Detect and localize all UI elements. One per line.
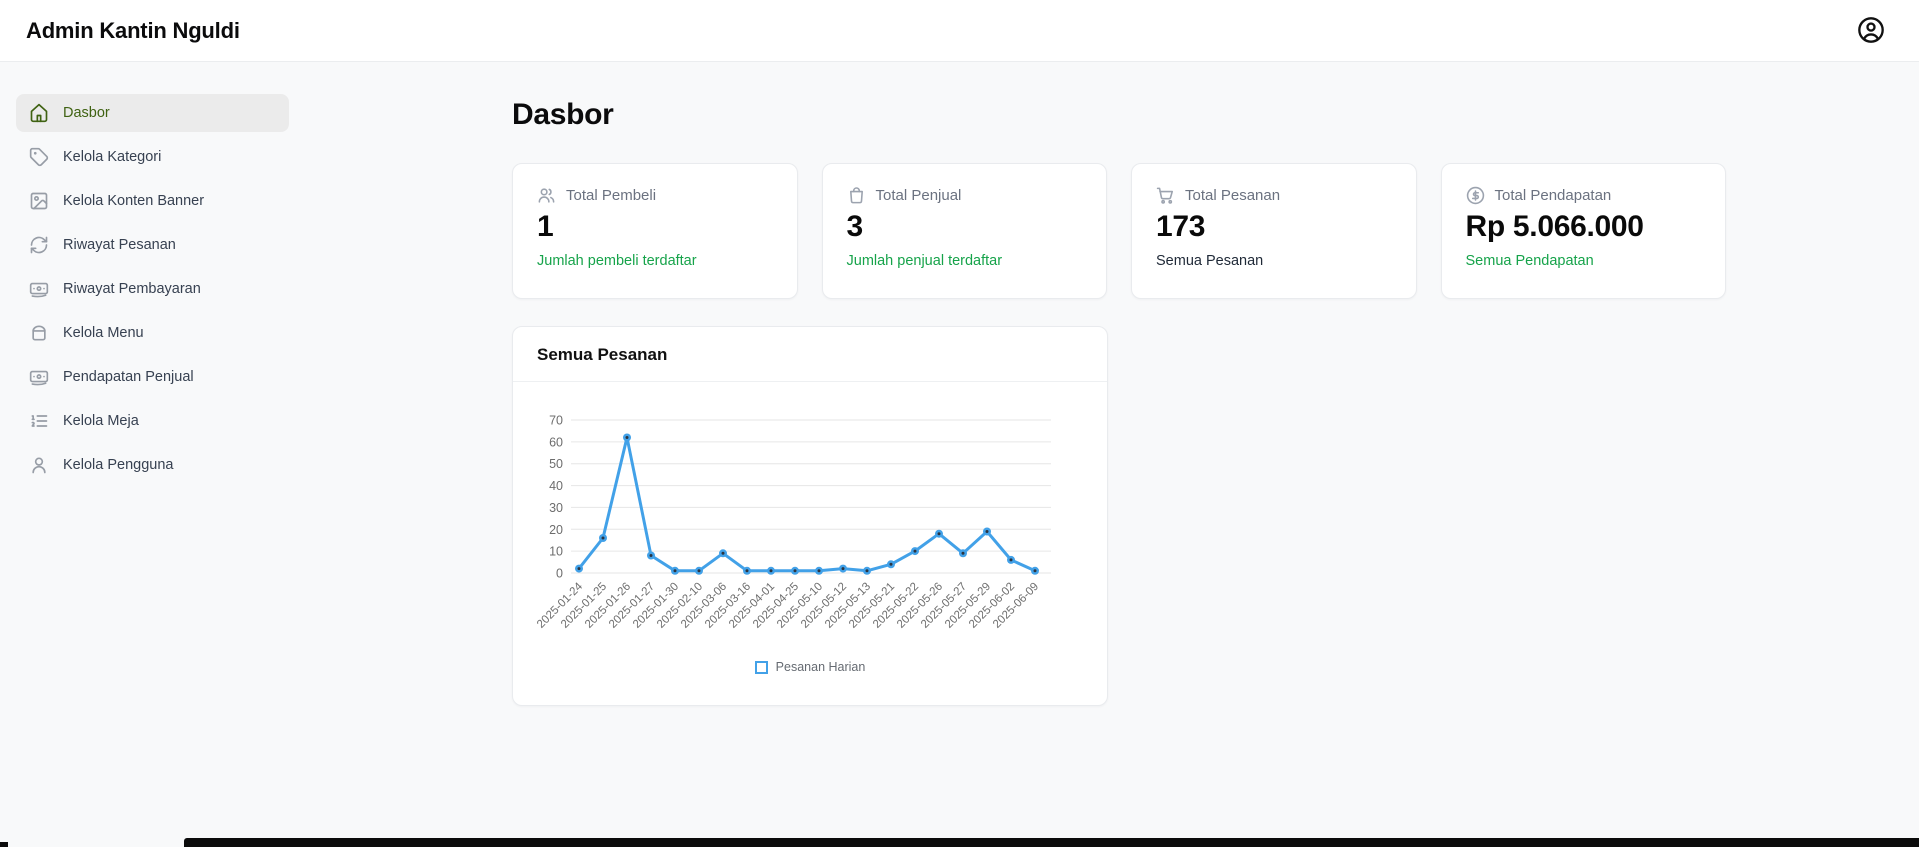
svg-text:50: 50 — [549, 457, 563, 471]
sidebar-item-kelola-konten-banner[interactable]: Kelola Konten Banner — [16, 182, 289, 220]
image-icon — [30, 192, 48, 210]
sidebar-item-label: Kelola Menu — [63, 325, 144, 341]
stat-card-label: Total Pendapatan — [1494, 187, 1612, 204]
stat-card-header: Total Pembeli — [537, 186, 773, 205]
app-header: Admin Kantin Nguldi — [0, 0, 1919, 62]
sidebar-item-label: Kelola Konten Banner — [63, 193, 205, 209]
stat-card-label: Total Pesanan — [1185, 187, 1281, 204]
sidebar-item-kelola-kategori[interactable]: Kelola Kategori — [16, 138, 289, 176]
stat-card-value: Rp 5.066.000 — [1465, 210, 1644, 243]
banknote-icon — [29, 370, 49, 386]
bottom-edge-bar — [184, 838, 1919, 847]
svg-text:10: 10 — [549, 545, 563, 559]
user-account-button[interactable] — [1856, 16, 1886, 46]
page-title: Dasbor — [512, 98, 614, 131]
chart-body: 0 10 20 30 40 50 60 70 2025-01-24 2025-01-25 2025-… — [513, 382, 1107, 674]
legend-label: Pesanan Harian — [775, 660, 866, 674]
users-icon — [538, 188, 555, 203]
chart-card-header: Semua Pesanan — [513, 327, 1107, 382]
stat-card-total-penjual: Total Penjual 3 Jumlah penjual terdaftar — [821, 163, 1107, 299]
stat-card-subtext: Jumlah pembeli terdaftar — [537, 253, 697, 269]
sidebar-item-label: Kelola Pengguna — [63, 457, 174, 473]
chart-legend-item[interactable]: Pesanan Harian — [521, 660, 1099, 674]
svg-text:0: 0 — [556, 567, 563, 581]
food-box-icon — [32, 325, 46, 341]
user-icon — [32, 457, 46, 474]
chart-card: Semua Pesanan 0 10 20 30 40 50 60 70 2025-01-24 2… — [512, 326, 1108, 706]
sidebar-item-label: Riwayat Pembayaran — [63, 281, 201, 297]
svg-text:40: 40 — [549, 479, 563, 493]
app-title: Admin Kantin Nguldi — [26, 17, 240, 43]
sidebar-item-label: Pendapatan Penjual — [63, 369, 194, 385]
home-icon — [30, 103, 48, 123]
sidebar-item-riwayat-pembayaran[interactable]: Riwayat Pembayaran — [16, 270, 289, 308]
sidebar-item-pendapatan-penjual[interactable]: Pendapatan Penjual — [16, 358, 289, 396]
stat-card-subtext: Semua Pesanan — [1156, 253, 1264, 269]
banknote-icon — [29, 282, 49, 298]
stats-grid: Total Pembeli 1 Jumlah pembeli terdaftar… — [512, 163, 1726, 299]
refresh-icon — [30, 236, 48, 254]
stat-card-header: Total Pesanan — [1156, 186, 1392, 205]
sidebar-item-label: Dasbor — [63, 105, 110, 121]
stat-card-value: 1 — [537, 210, 554, 243]
legend-color-box — [754, 660, 768, 674]
sidebar-item-label: Riwayat Pesanan — [63, 237, 176, 253]
stat-card-subtext: Jumlah penjual terdaftar — [846, 253, 1003, 269]
shopping-cart-icon — [1156, 187, 1174, 204]
sidebar-item-riwayat-pesanan[interactable]: Riwayat Pesanan — [16, 226, 289, 264]
tag-icon — [29, 147, 49, 167]
sidebar-nav: Dasbor Kelola Kategori Kelola Konten Banne… — [16, 94, 289, 490]
sidebar-item-label: Kelola Kategori — [63, 149, 162, 165]
svg-text:70: 70 — [549, 414, 563, 428]
chart-card-title: Semua Pesanan — [537, 345, 668, 364]
stat-card-label: Total Pembeli — [566, 187, 657, 204]
stat-card-header: Total Pendapatan — [1466, 186, 1702, 205]
sidebar-item-kelola-pengguna[interactable]: Kelola Pengguna — [16, 446, 289, 484]
orders-chart: 0102030405060702025-01-242025-01-252025-… — [535, 414, 1051, 631]
svg-text:20: 20 — [549, 523, 563, 537]
svg-text:30: 30 — [549, 501, 563, 515]
stat-card-header: Total Penjual — [847, 186, 1083, 205]
sidebar-item-kelola-meja[interactable]: Kelola Meja — [16, 402, 289, 440]
stat-card-label: Total Penjual — [875, 187, 962, 204]
svg-text:60: 60 — [549, 435, 563, 449]
stat-card-total-pesanan: Total Pesanan 173 Semua Pesanan — [1131, 163, 1417, 299]
stat-card-total-pendapatan: Total Pendapatan Rp 5.066.000 Semua Pend… — [1440, 163, 1726, 299]
shopping-bag-icon — [849, 187, 863, 204]
bottom-edge-corner — [0, 842, 8, 847]
circle-dollar-icon — [1466, 186, 1484, 205]
main-content: Dasbor Total Pembeli 1 Jumlah pembeli te… — [512, 98, 1726, 706]
stat-card-total-pembeli: Total Pembeli 1 Jumlah pembeli terdaftar — [512, 163, 798, 299]
stat-card-value: 3 — [846, 210, 864, 243]
sidebar-item-dasbor[interactable]: Dasbor — [16, 94, 289, 132]
sidebar-item-label: Kelola Meja — [63, 413, 139, 429]
stat-card-subtext: Semua Pendapatan — [1465, 253, 1594, 269]
circle-user-icon — [1858, 16, 1884, 43]
stat-card-value: 173 — [1156, 210, 1206, 243]
list-ordered-icon — [31, 415, 48, 427]
sidebar-item-kelola-menu[interactable]: Kelola Menu — [16, 314, 289, 352]
